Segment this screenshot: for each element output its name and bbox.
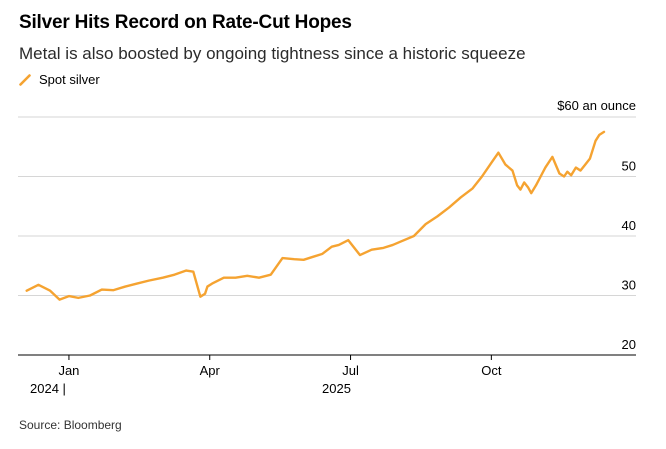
year-label: 2025 [322, 381, 351, 396]
y-unit-label: $60 an ounce [557, 98, 636, 113]
y-tick-label: 50 [622, 159, 636, 174]
y-tick-label: 40 [622, 218, 636, 233]
x-tick-label: Apr [200, 363, 221, 378]
legend-label: Spot silver [39, 72, 100, 87]
chart-title: Silver Hits Record on Rate-Cut Hopes [19, 12, 352, 33]
x-tick-label: Jan [58, 363, 79, 378]
chart-subtitle: Metal is also boosted by ongoing tightne… [19, 44, 526, 63]
x-tick-label: Jul [342, 363, 359, 378]
series-line-spot-silver [25, 130, 606, 301]
x-tick-label: Oct [481, 363, 502, 378]
legend: Spot silver [19, 72, 100, 87]
y-tick-label: 30 [622, 278, 636, 293]
year-label: 2024 | [30, 381, 66, 396]
y-tick-label: 20 [622, 337, 636, 352]
source-note: Source: Bloomberg [19, 418, 122, 432]
legend-line-icon [19, 73, 31, 86]
